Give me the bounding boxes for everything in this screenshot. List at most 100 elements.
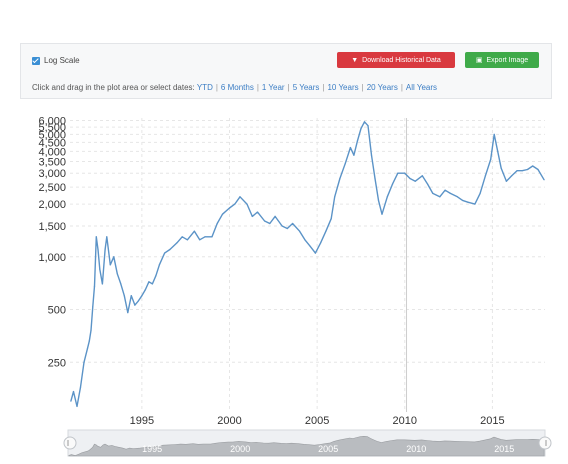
data-point [516,170,518,172]
data-point [521,170,523,172]
data-point [123,295,125,297]
download-label: Download Historical Data [362,56,441,64]
data-point [97,248,99,251]
data-point [344,163,346,165]
log-price-chart[interactable]: 250 500 1,000 1,500 2,000 2,500 3,0003,5004,00… [0,100,568,464]
data-point [113,256,115,258]
data-point [292,222,294,225]
data-point [99,268,101,270]
x-tick-label: 2015 [480,415,504,427]
download-icon: ▼ [351,56,359,64]
y-tick-label: 6,000 [38,115,66,127]
data-point [83,361,85,363]
data-point [101,283,103,285]
data-point [370,154,373,156]
data-point [414,180,416,182]
data-point [158,264,160,266]
data-point [330,218,332,220]
range-10-years[interactable]: 10 Years [327,83,359,92]
data-point [325,230,327,232]
data-point [70,400,72,402]
data-point [256,211,259,213]
data-point [493,133,495,135]
data-point [109,264,111,266]
data-point [456,196,458,198]
data-point [339,177,341,180]
data-point [377,199,380,201]
download-historical-data-button[interactable]: ▼ Download Historical Data [337,52,455,68]
data-point [186,239,188,241]
y-tick-label: 1,500 [38,221,66,233]
data-point [239,196,241,198]
data-point [391,183,394,185]
x-tick-label: 1995 [130,415,154,427]
data-point [281,225,283,227]
navigator-left-handle[interactable] [63,436,77,450]
data-point [363,121,366,123]
data-point [381,213,383,215]
data-point [374,177,376,180]
data-point [526,168,529,171]
data-point [386,196,388,198]
data-point [286,227,288,230]
date-range-selector: Click and drag in the plot area or selec… [32,83,438,92]
navigator-right-handle[interactable] [538,436,552,450]
export-label: Export Image [486,56,529,64]
data-point [274,215,276,217]
data-point [246,203,248,205]
log-scale-toggle[interactable]: Log Scale [32,56,80,65]
x-tick-label: 2010 [393,415,417,427]
data-point [444,189,446,191]
data-point [314,252,316,254]
data-point [264,220,266,222]
data-point [511,175,513,177]
data-point [76,405,78,407]
data-point [449,192,451,194]
y-tick-label: 2,500 [38,182,66,194]
range-prompt: Click and drag in the plot area or selec… [32,83,195,92]
checkbox-icon[interactable] [32,56,40,65]
y-tick-label: 4,500 [38,137,66,149]
range-20-years[interactable]: 20 Years [366,83,398,92]
data-point [353,154,355,156]
range-5-years[interactable]: 5 Years [292,83,320,92]
data-point [304,239,306,241]
x-tick-label: 2005 [305,415,329,427]
chart-controls-panel: Log Scale ▼ Download Historical Data ▣ E… [20,43,552,99]
data-point [106,236,108,238]
data-point [360,127,362,130]
data-point [234,203,236,205]
data-point [134,304,136,306]
data-point [141,295,143,297]
range-6-months[interactable]: 6 Months [220,83,254,92]
data-point [148,281,150,283]
data-point [474,203,476,205]
range-all-years[interactable]: All Years [405,83,438,92]
data-point [462,199,464,201]
y-tick-label: 5,500 [38,122,66,134]
data-point [199,239,201,241]
y-tick-label: 2,000 [38,199,66,211]
data-point [397,172,399,174]
data-point [92,305,94,308]
navigator-tick-label: 2015 [494,444,514,454]
y-tick-label: 500 [48,305,66,317]
navigator-tick-label: 2010 [406,444,426,454]
data-point [537,168,539,171]
data-point [497,150,499,152]
range-ytd[interactable]: YTD [196,83,213,92]
image-icon: ▣ [475,57,483,64]
data-point [88,340,90,342]
data-point [334,196,336,198]
data-point [176,242,178,244]
data-point [104,248,106,251]
range-1-year[interactable]: 1 Year [261,83,285,92]
data-point [490,158,492,160]
export-image-button[interactable]: ▣ Export Image [465,52,539,68]
navigator-tick-label: 1995 [142,444,162,454]
y-tick-label: 1,000 [38,252,66,264]
navigator-series-area [68,435,545,457]
data-point [144,289,146,291]
data-point [356,140,359,142]
data-point [164,252,166,254]
